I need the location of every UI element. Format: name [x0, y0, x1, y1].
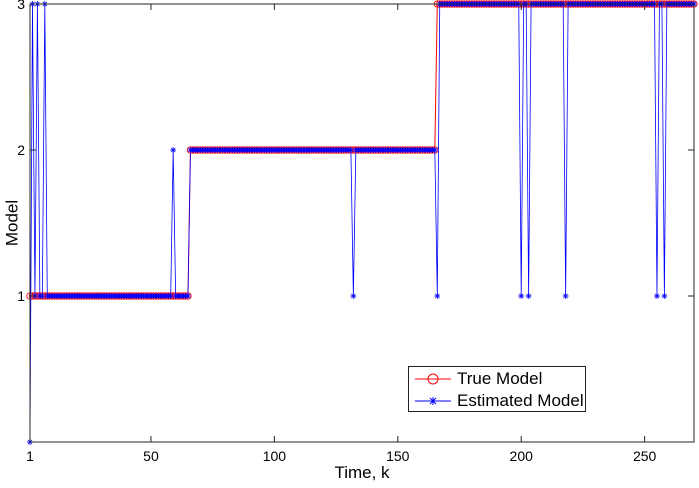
- plot-area: [30, 4, 694, 442]
- legend-item-estimated-model: Estimated Model: [409, 390, 585, 412]
- estimated-model-point: [525, 293, 532, 299]
- x-tick-label: 250: [633, 448, 657, 464]
- y-tick-label: 2: [17, 142, 25, 158]
- legend: True Model Estimated Model: [408, 366, 586, 412]
- estimated-model-point: [170, 147, 177, 153]
- y-tick-label: 3: [17, 0, 25, 12]
- x-tick-label: 150: [386, 448, 410, 464]
- estimated-model-point: [653, 293, 660, 299]
- x-tick-label: 200: [510, 448, 534, 464]
- x-axis-label: Time, k: [334, 463, 390, 482]
- legend-line-circle-icon: [415, 373, 451, 385]
- estimated-model-point: [434, 293, 441, 299]
- legend-label-true-model: True Model: [457, 369, 543, 388]
- estimated-model-point: [350, 293, 357, 299]
- x-tick-label: 50: [143, 448, 159, 464]
- plot-background: [30, 4, 694, 442]
- x-tick-label: 1: [26, 448, 34, 464]
- legend-label-estimated-model: Estimated Model: [457, 391, 584, 410]
- estimated-model-point: [347, 147, 354, 153]
- y-axis-label: Model: [3, 200, 22, 246]
- estimated-model-point: [518, 293, 525, 299]
- legend-item-true-model: True Model: [409, 368, 585, 390]
- estimated-model-point: [167, 293, 174, 299]
- x-tick-label: 100: [263, 448, 287, 464]
- estimated-model-point: [431, 147, 438, 153]
- estimated-model-point: [661, 293, 668, 299]
- axes-frame: [29, 3, 695, 443]
- estimated-model-point: [39, 293, 46, 299]
- estimated-model-point: [562, 293, 569, 299]
- legend-line-star-icon: [415, 397, 451, 405]
- y-tick-label: 1: [17, 288, 25, 304]
- estimated-model-point: [184, 293, 191, 299]
